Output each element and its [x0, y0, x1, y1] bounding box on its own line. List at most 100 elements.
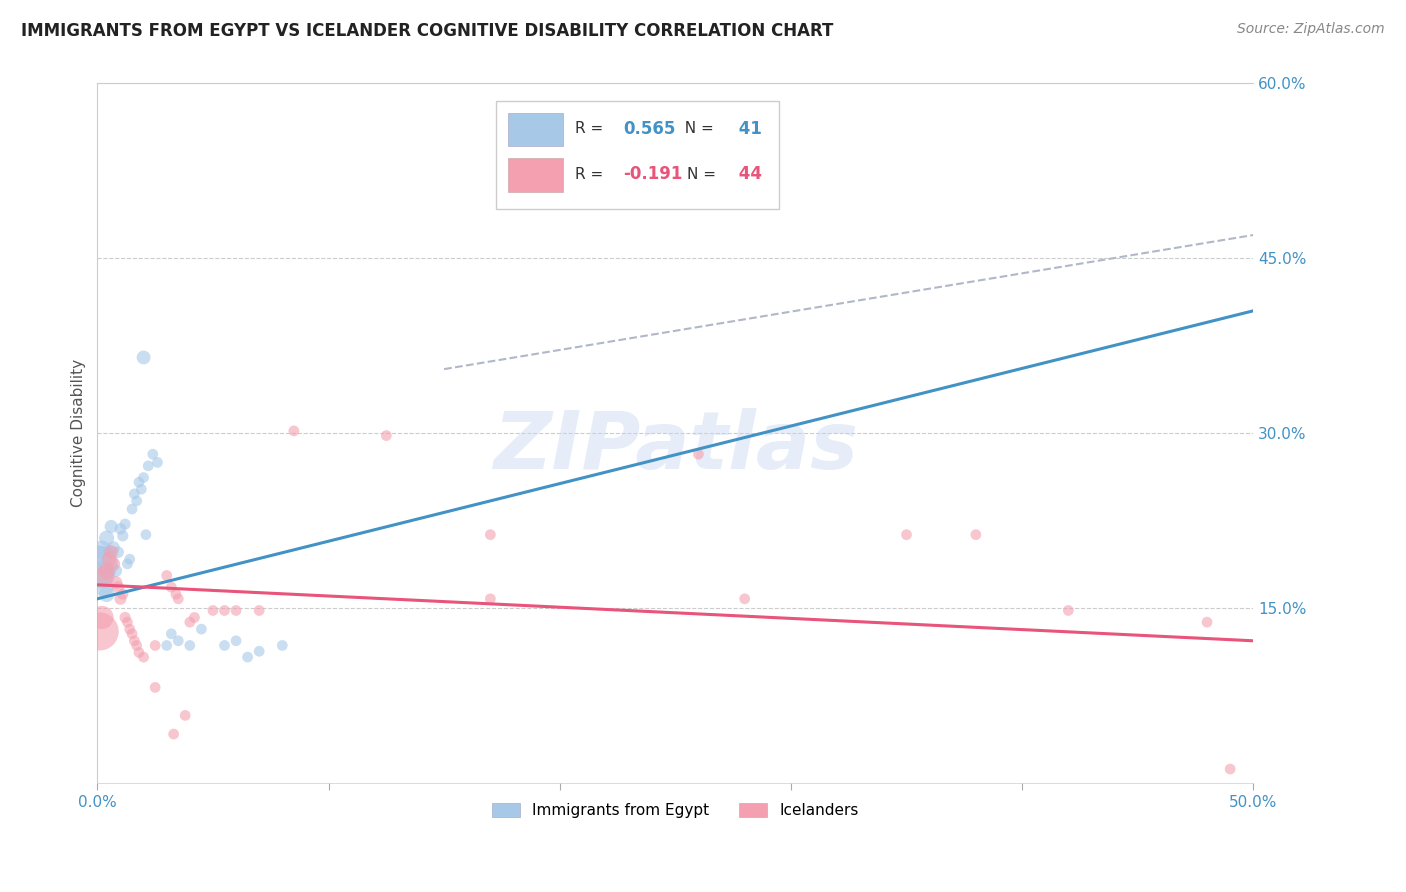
Legend: Immigrants from Egypt, Icelanders: Immigrants from Egypt, Icelanders: [486, 797, 865, 824]
Point: [271, 639, 294, 653]
Point: [128, 645, 150, 659]
Point: [190, 622, 212, 636]
Point: [1057, 603, 1080, 617]
Point: [201, 603, 224, 617]
Point: [143, 681, 166, 695]
Point: [479, 527, 502, 541]
Text: -0.191: -0.191: [623, 165, 683, 184]
Point: [103, 557, 125, 571]
Point: [160, 627, 183, 641]
Point: [111, 529, 134, 543]
Point: [183, 610, 205, 624]
Point: [110, 591, 132, 606]
Point: [225, 603, 247, 617]
Point: [479, 591, 502, 606]
Point: [179, 615, 201, 629]
Point: [104, 564, 127, 578]
Point: [97, 552, 120, 566]
Point: [132, 470, 155, 484]
Text: IMMIGRANTS FROM EGYPT VS ICELANDER COGNITIVE DISABILITY CORRELATION CHART: IMMIGRANTS FROM EGYPT VS ICELANDER COGNI…: [21, 22, 834, 40]
Point: [160, 580, 183, 594]
Point: [89, 549, 111, 563]
Point: [136, 458, 159, 473]
Point: [146, 455, 169, 469]
Text: Source: ZipAtlas.com: Source: ZipAtlas.com: [1237, 22, 1385, 37]
Point: [1219, 762, 1241, 776]
Point: [91, 568, 114, 582]
FancyBboxPatch shape: [508, 158, 564, 192]
Point: [125, 639, 148, 653]
Text: N =: N =: [675, 121, 718, 136]
Text: R =: R =: [575, 167, 607, 182]
Text: R =: R =: [575, 121, 607, 136]
Point: [167, 633, 190, 648]
Point: [107, 580, 129, 594]
Point: [283, 424, 305, 438]
Point: [375, 428, 398, 442]
Point: [107, 545, 129, 559]
FancyBboxPatch shape: [496, 101, 779, 210]
Point: [1195, 615, 1218, 629]
Point: [118, 622, 141, 636]
Text: ZIPatlas: ZIPatlas: [494, 409, 858, 486]
Point: [96, 587, 118, 601]
Point: [114, 610, 136, 624]
Point: [125, 494, 148, 508]
Point: [896, 527, 918, 541]
Point: [93, 580, 115, 594]
Point: [214, 603, 236, 617]
Point: [100, 545, 122, 559]
Point: [97, 545, 120, 559]
Point: [143, 639, 166, 653]
Point: [104, 575, 127, 590]
Point: [247, 644, 270, 658]
Point: [91, 542, 114, 557]
Point: [163, 727, 186, 741]
Text: 44: 44: [733, 165, 762, 184]
Point: [103, 541, 125, 555]
Point: [124, 487, 146, 501]
Point: [118, 552, 141, 566]
Point: [117, 557, 139, 571]
FancyBboxPatch shape: [508, 112, 564, 146]
Point: [156, 639, 179, 653]
Point: [174, 708, 197, 723]
Point: [734, 591, 756, 606]
Point: [89, 624, 111, 639]
Text: N =: N =: [688, 167, 721, 182]
Point: [132, 351, 155, 365]
Point: [167, 591, 190, 606]
Point: [225, 633, 247, 648]
Text: 0.565: 0.565: [623, 120, 676, 138]
Point: [121, 627, 143, 641]
Point: [135, 527, 157, 541]
Point: [214, 639, 236, 653]
Point: [688, 447, 710, 461]
Point: [965, 527, 987, 541]
Point: [128, 475, 150, 490]
Point: [165, 587, 187, 601]
Point: [179, 639, 201, 653]
Point: [117, 615, 139, 629]
Point: [129, 482, 152, 496]
Point: [121, 502, 143, 516]
Point: [156, 568, 179, 582]
Point: [89, 557, 111, 571]
Point: [247, 603, 270, 617]
Point: [734, 158, 756, 172]
Point: [236, 650, 259, 665]
Point: [93, 568, 115, 582]
Point: [110, 522, 132, 536]
Point: [93, 560, 115, 574]
Point: [96, 564, 118, 578]
Point: [91, 610, 114, 624]
Point: [124, 633, 146, 648]
Point: [114, 517, 136, 532]
Point: [132, 650, 155, 665]
Point: [100, 519, 122, 533]
Text: 41: 41: [733, 120, 762, 138]
Point: [111, 587, 134, 601]
Point: [96, 531, 118, 545]
Y-axis label: Cognitive Disability: Cognitive Disability: [72, 359, 86, 508]
Point: [142, 447, 165, 461]
